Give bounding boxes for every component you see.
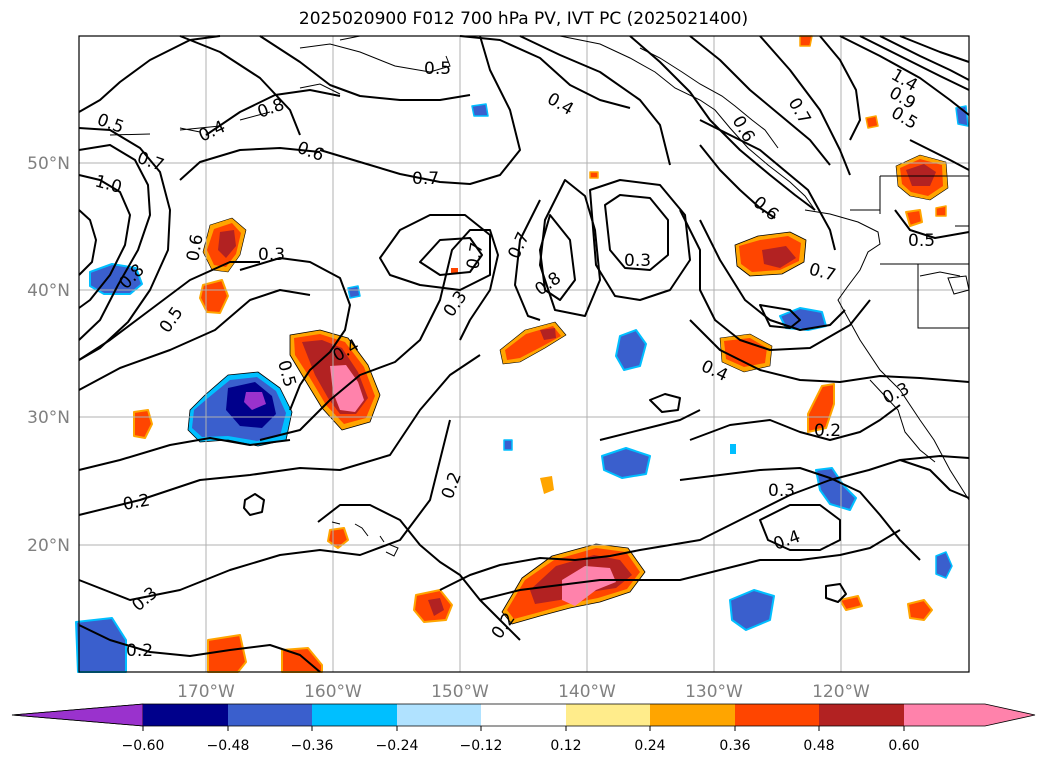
contour-label: 0.7 — [134, 148, 166, 176]
colorbar-bin — [397, 704, 481, 726]
anomaly-negative-14 — [730, 444, 736, 454]
colorbar-extend-min — [11, 703, 144, 727]
lat-label: 30°N — [27, 408, 70, 428]
anomaly-positive-12 — [734, 231, 807, 277]
anomaly-positive-16 — [905, 209, 923, 227]
colorbar: −0.60 −0.48 −0.36 −0.24 −0.12 0.12 0.24 … — [11, 703, 1036, 754]
anomaly-positive-21 — [935, 205, 947, 217]
lon-label: 160°W — [304, 682, 362, 702]
contour-label: 0.3 — [880, 379, 913, 409]
anomaly-negative-5 — [347, 285, 361, 299]
longitude-labels: 170°W 160°W 150°W 140°W 130°W 120°W — [177, 682, 870, 702]
contour-label: 0.6 — [183, 233, 207, 263]
contour-label: 0.2 — [121, 491, 151, 515]
contour-label: 0.3 — [128, 583, 162, 616]
lon-label: 150°W — [431, 682, 489, 702]
lat-label: 20°N — [27, 536, 70, 556]
colorbar-tick-label: −0.60 — [122, 738, 165, 754]
anomaly-negative-11 — [935, 551, 953, 579]
lat-label: 50°N — [27, 154, 70, 174]
colorbar-tick-label: 0.36 — [719, 738, 750, 754]
lon-label: 170°W — [177, 682, 235, 702]
contour-label: 0.5 — [888, 103, 921, 134]
contour-label: 0.7 — [412, 169, 439, 189]
contour-label: 0.8 — [255, 95, 287, 123]
colorbar-tick-label: 0.60 — [888, 738, 919, 754]
anomaly-positive-17 — [907, 599, 933, 621]
contour-label: 0.8 — [531, 268, 565, 300]
anomaly-positive-11 — [540, 476, 554, 494]
colorbar-extend-max — [904, 704, 1035, 726]
colorbar-tick-label: 0.24 — [634, 738, 665, 754]
contour-label: 0.6 — [294, 138, 326, 166]
anomaly-positive-22 — [589, 171, 599, 179]
colorbar-tick-label: −0.12 — [460, 738, 503, 754]
anomaly-positive-20 — [865, 115, 879, 129]
contour-label: 0.3 — [440, 287, 472, 321]
anomaly-negative-8 — [729, 589, 775, 631]
anomaly-negative-4 — [471, 103, 489, 117]
contour-label: 0.3 — [768, 481, 795, 501]
anomaly-positive-19 — [799, 35, 813, 47]
anomaly-positive-7-core — [428, 598, 444, 616]
anomaly-positive-9 — [499, 321, 567, 365]
contour-label: 0.2 — [814, 421, 841, 441]
colorbar-tick-label: −0.24 — [376, 738, 419, 754]
contour-label: 0.2 — [438, 469, 466, 501]
lon-label: 130°W — [685, 682, 743, 702]
colorbar-bin — [312, 704, 397, 726]
contour-label: 0.5 — [94, 110, 126, 138]
colorbar-tick-label: −0.36 — [291, 738, 334, 754]
lon-label: 120°W — [812, 682, 870, 702]
contour-label: 0.7 — [463, 241, 487, 271]
contour-label: 1.0 — [93, 172, 124, 198]
map-frame — [78, 35, 970, 673]
colorbar-bin — [819, 704, 904, 726]
colorbar-bin — [566, 704, 650, 726]
contour-label: 0.5 — [908, 231, 935, 251]
contour-label: 0.7 — [504, 229, 534, 262]
anomaly-positive-18 — [839, 595, 863, 611]
contour-label: 0.2 — [126, 641, 153, 661]
anomaly-positive-2 — [199, 279, 229, 314]
contour-label: 0.5 — [156, 303, 188, 337]
lat-label: 40°N — [27, 281, 70, 301]
contour-label: 0.4 — [196, 117, 229, 147]
colorbar-bin — [143, 704, 228, 726]
contour-label: 0.4 — [544, 89, 577, 120]
anomaly-negative-7 — [601, 447, 651, 479]
anomaly-positive-3 — [289, 329, 381, 431]
gridlines — [79, 36, 969, 672]
anomaly-negative-10 — [815, 467, 857, 511]
anomaly-positive-5 — [207, 634, 247, 673]
anomaly-positive-15 — [895, 154, 949, 201]
colorbar-bin — [735, 704, 819, 726]
colorbar-tick-label: 0.12 — [550, 738, 581, 754]
anomaly-positive-14 — [807, 383, 835, 433]
contour-label: 0.5 — [424, 59, 451, 79]
colorbar-tick-label: −0.48 — [207, 738, 250, 754]
anomaly-positive-1 — [202, 217, 247, 273]
map-title: 2025020900 F012 700 hPa PV, IVT PC (2025… — [298, 9, 749, 29]
lon-label: 140°W — [558, 682, 616, 702]
contour-label: 0.3 — [624, 251, 651, 271]
colorbar-bin — [481, 704, 566, 726]
pv-contours — [78, 35, 970, 673]
colorbar-tick-label: 0.48 — [803, 738, 834, 754]
colorbar-bin — [650, 704, 735, 726]
contour-label: 0.6 — [749, 193, 783, 226]
anomaly-negative-6 — [615, 329, 647, 371]
colorbar-bin — [228, 704, 312, 726]
contour-label: 0.7 — [807, 260, 838, 286]
anomaly-negative-3 — [75, 617, 127, 673]
contour-label: 0.3 — [258, 245, 285, 265]
anomaly-negative-13 — [503, 439, 513, 451]
coastlines — [109, 35, 970, 557]
latitude-labels: 50°N 40°N 30°N 20°N — [27, 154, 70, 556]
anomaly-positive-4 — [133, 409, 153, 439]
